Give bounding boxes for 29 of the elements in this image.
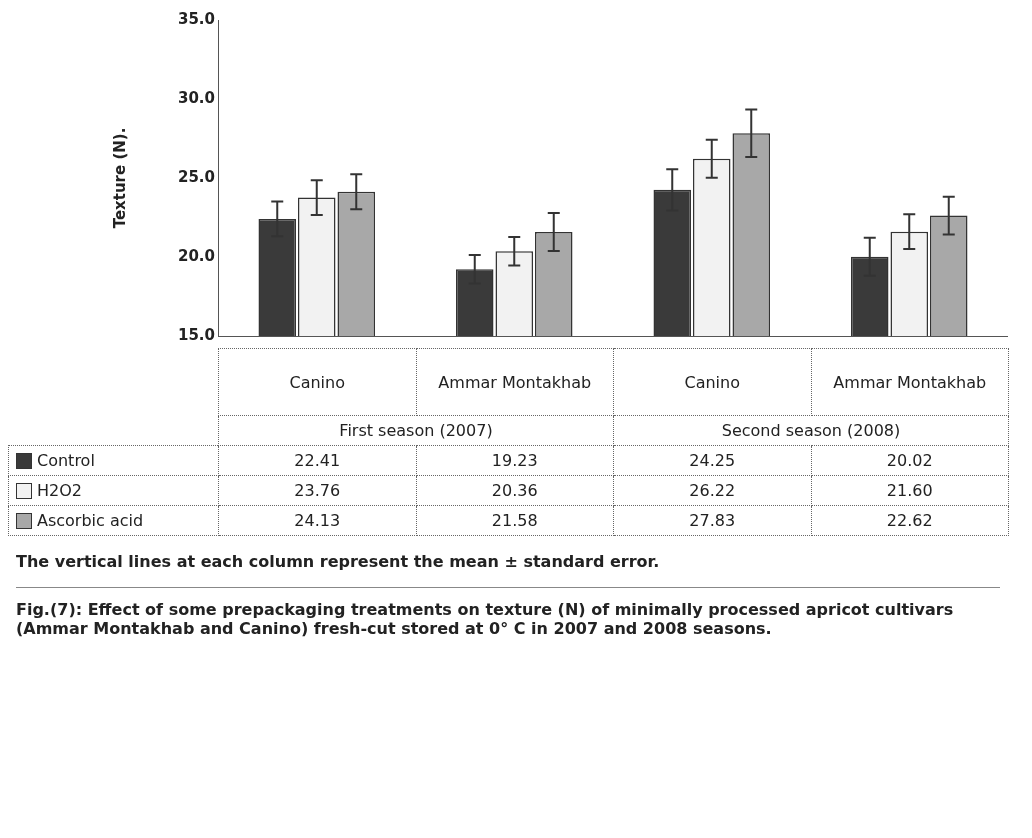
data-label: 23.76 xyxy=(218,475,416,506)
x-tick-label: Ammar Montakhab xyxy=(416,348,614,416)
data-label: 27.83 xyxy=(613,505,811,536)
legend-label: Ascorbic acid xyxy=(37,511,144,530)
text: Fig.(7): Effect of some prepackaging treatments on texture (N) of minimally processed apricot cultivars (Ammar Montakhab and Canino) fresh-cut stored at 0° C in 2007 and 2008 seasons. xyxy=(16,587,1000,638)
data-label: 21.58 xyxy=(416,505,614,536)
y-axis-title: Texture (N). xyxy=(110,127,129,229)
data-label: 20.36 xyxy=(416,475,614,506)
data-label: 24.25 xyxy=(613,445,811,476)
data-label: 22.41 xyxy=(218,445,416,476)
text: The vertical lines at each column represent the mean ± standard error. xyxy=(16,552,661,571)
y-tick-label: 25.0 xyxy=(177,167,215,186)
data-label: 21.60 xyxy=(811,475,1009,506)
x-tick-label: Canino xyxy=(218,348,416,416)
y-tick-label: 35.0 xyxy=(177,9,215,28)
y-tick-label: 15.0 xyxy=(177,325,215,344)
data-label: 19.23 xyxy=(416,445,614,476)
x-tick-label: Canino xyxy=(613,348,811,416)
legend-label: Control xyxy=(37,451,95,470)
y-tick-label: 30.0 xyxy=(177,88,215,107)
y-tick-label: 20.0 xyxy=(177,246,215,265)
data-label: 22.62 xyxy=(811,505,1009,536)
data-label: 26.22 xyxy=(613,475,811,506)
data-label: 24.13 xyxy=(218,505,416,536)
text: First season (2007) xyxy=(218,415,614,446)
legend-label: H2O2 xyxy=(37,481,82,500)
text: Second season (2008) xyxy=(613,415,1009,446)
data-label: 20.02 xyxy=(811,445,1009,476)
x-tick-label: Ammar Montakhab xyxy=(811,348,1009,416)
